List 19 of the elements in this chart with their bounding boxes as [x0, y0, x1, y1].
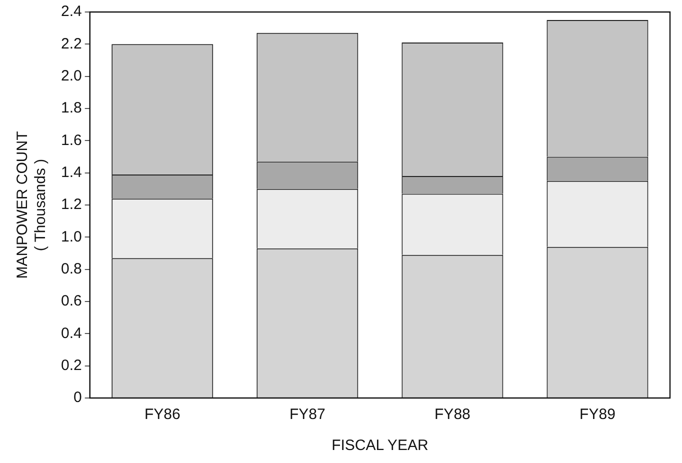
y-tick-label: 0.4 — [60, 324, 82, 342]
y-tick-label: 2.4 — [60, 3, 82, 20]
x-tick-label: FY89 — [580, 406, 616, 424]
y-axis-title: MANPOWER COUNT ( Thousands ) — [14, 131, 50, 279]
y-tick-label: 1.0 — [60, 228, 82, 246]
y-tick-label: 2.0 — [60, 67, 82, 84]
y-tick-label: 1.4 — [60, 164, 82, 181]
y-tick-label: 0.2 — [60, 356, 82, 374]
x-axis-title: FISCAL YEAR — [332, 437, 428, 454]
y-tick-label: 1.6 — [60, 132, 82, 149]
y-tick-label: 1.8 — [60, 100, 82, 117]
y-tick-label: 0.6 — [60, 292, 82, 310]
y-tick-label: 2.2 — [60, 35, 82, 52]
y-tick-label: 0 — [74, 389, 82, 406]
x-tick-label: FY88 — [434, 406, 470, 424]
x-tick-label: FY86 — [144, 406, 180, 424]
y-tick-label: 1.2 — [60, 196, 82, 214]
x-tick-label: FY87 — [289, 406, 326, 424]
y-tick-label: 0.8 — [60, 260, 82, 278]
